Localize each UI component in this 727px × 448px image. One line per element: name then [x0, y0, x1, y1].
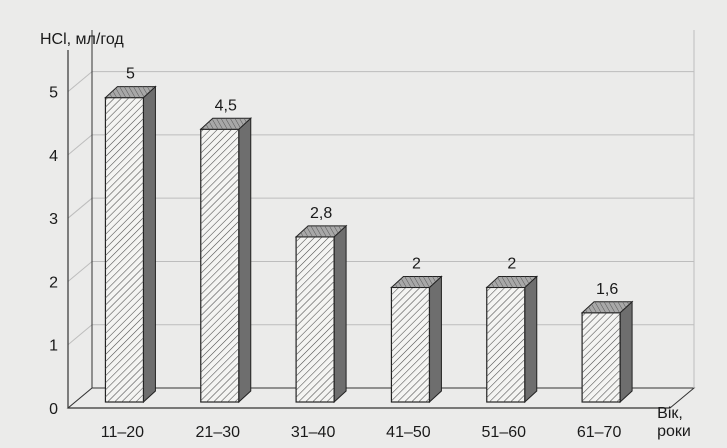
bar-side [619, 300, 633, 404]
y-tick-label: 5 [49, 85, 58, 102]
x-tick-label: 21–30 [196, 424, 241, 441]
bar-side [142, 85, 156, 404]
bar-value-label: 4,5 [215, 97, 237, 114]
bar-side [238, 117, 252, 404]
bar-value-label: 2 [412, 255, 421, 272]
x-axis-title-line2: роки [657, 423, 691, 440]
x-tick-label: 51–60 [482, 424, 527, 441]
bar-side [524, 275, 538, 404]
bar-hatch [486, 287, 525, 402]
bar-hatch [391, 287, 430, 402]
x-tick-label: 41–50 [386, 424, 431, 441]
bar [580, 300, 634, 404]
bar-top-hatch [200, 118, 251, 130]
bar-top-hatch [486, 276, 537, 288]
x-tick-label: 11–20 [101, 424, 144, 441]
axis-layer [66, 30, 696, 409]
bar-hatch [296, 236, 335, 402]
bar-hatch [105, 97, 144, 403]
bar [104, 85, 157, 404]
x-axis-title-line1: Вік, [657, 405, 683, 422]
side-gridline [67, 261, 93, 282]
bar-top-hatch [296, 225, 347, 237]
bar-value-label: 5 [126, 66, 135, 83]
bar-hatch [582, 312, 621, 402]
bar-value-label: 2 [507, 255, 516, 272]
bars-layer [104, 85, 634, 404]
x-tick-label: 31–40 [291, 424, 336, 441]
y-tick-label: 2 [49, 274, 58, 291]
side-gridline [67, 134, 93, 156]
bar [199, 117, 253, 404]
y-tick-label: 0 [49, 401, 58, 418]
labels-layer: HCl, мл/год Вік, роки 0 1 2 3 4 5 5 11–20 4,5 21–… [40, 31, 691, 441]
y-tick-label: 3 [49, 211, 58, 228]
side-gridline [67, 324, 93, 346]
bar [390, 275, 443, 404]
bar [485, 275, 539, 404]
x-tick-label: 61–70 [577, 424, 622, 441]
bar-value-label: 2,8 [310, 205, 332, 222]
bar [294, 224, 348, 404]
side-gridline [67, 197, 93, 219]
bar-value-label: 1,6 [596, 281, 618, 298]
y-axis-title: HCl, мл/год [40, 31, 124, 48]
bar-top-hatch [105, 86, 156, 98]
bar-top-hatch [391, 276, 442, 288]
bar-hatch [200, 129, 239, 403]
bar-top-hatch [582, 301, 633, 313]
side-gridline [67, 71, 93, 93]
y-tick-label: 4 [49, 148, 58, 165]
bar-side [333, 224, 347, 404]
y-tick-label: 1 [49, 338, 58, 355]
bar-side [428, 275, 442, 404]
